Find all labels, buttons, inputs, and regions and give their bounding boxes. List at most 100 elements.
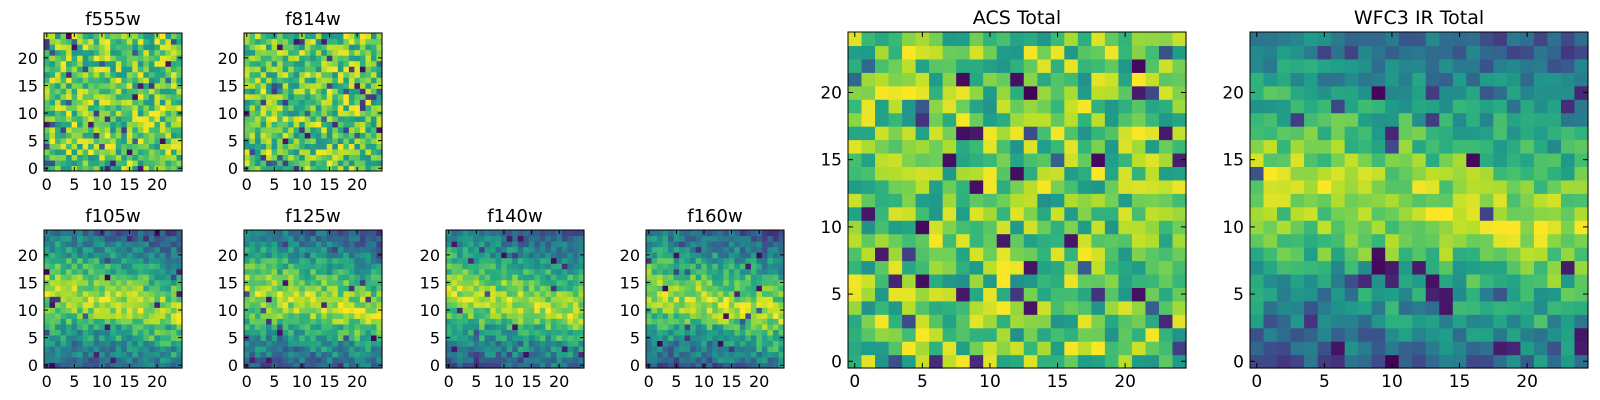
heatmap-cell: [734, 241, 741, 248]
heatmap-cell: [277, 362, 284, 369]
heatmap-cell: [321, 274, 328, 281]
heatmap-cell: [376, 246, 383, 253]
heatmap-cell: [288, 307, 295, 314]
heatmap-cell: [49, 159, 56, 167]
y-tick-label: 10: [620, 301, 640, 320]
heatmap-cell: [679, 274, 686, 281]
heatmap-cell: [690, 268, 697, 275]
heatmap-cell: [143, 132, 150, 139]
heatmap-cell: [495, 340, 502, 347]
heatmap-cell: [1064, 233, 1079, 248]
heatmap-cell: [1520, 220, 1535, 235]
heatmap-cell: [44, 88, 51, 95]
heatmap-cell: [1172, 287, 1187, 302]
heatmap-cell: [902, 32, 917, 47]
heatmap-cell: [282, 71, 289, 78]
heatmap-cell: [556, 241, 563, 248]
heatmap-cell: [473, 257, 480, 264]
heatmap-cell: [772, 296, 780, 303]
heatmap-cell: [668, 334, 675, 341]
heatmap-cell: [942, 166, 957, 181]
heatmap-cell: [126, 99, 133, 106]
heatmap-cell: [93, 71, 100, 78]
heatmap-cell: [249, 263, 256, 270]
heatmap-cell: [337, 121, 344, 128]
heatmap-cell: [121, 77, 128, 84]
heatmap-cell: [902, 166, 917, 181]
heatmap-cell: [734, 252, 741, 259]
heatmap-cell: [271, 38, 278, 45]
heatmap-cell: [561, 285, 569, 292]
heatmap-cell: [154, 257, 161, 264]
heatmap-cell: [165, 71, 172, 78]
heatmap-cell: [165, 88, 172, 95]
heatmap-cell: [71, 279, 78, 286]
heatmap-cell: [365, 82, 372, 89]
heatmap-cell: [1263, 314, 1278, 329]
heatmap-cell: [332, 356, 339, 364]
heatmap-cell: [60, 77, 67, 84]
heatmap-cell: [255, 246, 262, 253]
heatmap-cell: [137, 49, 144, 56]
heatmap-cell: [929, 85, 944, 100]
heatmap-cell: [1493, 233, 1508, 248]
heatmap-cell: [1439, 233, 1454, 248]
heatmap-cell: [556, 318, 563, 325]
heatmap-cell: [154, 301, 161, 308]
heatmap-cell: [365, 301, 372, 308]
heatmap-cell: [165, 148, 172, 156]
heatmap-cell: [176, 318, 183, 325]
heatmap-cell: [468, 329, 475, 336]
heatmap-cell: [861, 99, 876, 114]
heatmap-cell: [1104, 247, 1119, 262]
heatmap-cell: [761, 340, 769, 347]
heatmap-cell: [673, 323, 680, 330]
heatmap-cell: [1131, 152, 1147, 167]
heatmap-cell: [684, 301, 691, 308]
heatmap-cell: [332, 329, 339, 336]
heatmap-cell: [104, 132, 111, 139]
heatmap-cell: [915, 166, 930, 181]
heatmap-cell: [983, 206, 998, 221]
heatmap-cell: [266, 165, 273, 172]
heatmap-cell: [159, 137, 167, 144]
heatmap-cell: [99, 121, 106, 128]
heatmap-cell: [315, 77, 322, 84]
heatmap-cell: [1398, 287, 1413, 302]
heatmap-cell: [1277, 193, 1292, 208]
heatmap-cell: [132, 88, 139, 95]
heatmap-cell: [343, 121, 350, 128]
heatmap-cell: [359, 82, 367, 89]
heatmap-cell: [110, 148, 117, 156]
heatmap-cell: [902, 287, 917, 302]
heatmap-cell: [996, 341, 1011, 356]
heatmap-cell: [484, 318, 491, 325]
heatmap-cell: [110, 33, 117, 40]
heatmap-cell: [728, 323, 735, 330]
heatmap-cell: [745, 252, 752, 259]
heatmap-cell: [271, 274, 278, 281]
heatmap-cell: [506, 318, 513, 325]
heatmap-cell: [750, 334, 757, 341]
heatmap-cell: [534, 356, 541, 364]
heatmap-cell: [861, 220, 876, 235]
heatmap-cell: [115, 274, 122, 281]
heatmap-cell: [506, 296, 513, 303]
heatmap-cell: [255, 235, 262, 242]
heatmap-cell: [646, 274, 653, 281]
heatmap-cell: [750, 290, 757, 297]
heatmap-cell: [717, 296, 724, 303]
heatmap-cell: [310, 296, 317, 303]
heatmap-cell: [1425, 193, 1440, 208]
heatmap-cell: [956, 99, 971, 114]
heatmap-cell: [778, 301, 785, 308]
heatmap-cell: [888, 99, 903, 114]
heatmap-cell: [176, 143, 183, 150]
heatmap-cell: [451, 312, 458, 319]
heatmap-cell: [66, 334, 73, 341]
heatmap-cell: [104, 329, 111, 336]
heatmap-cell: [761, 268, 769, 275]
heatmap-cell: [348, 351, 355, 358]
heatmap-cell: [734, 285, 741, 292]
heatmap-cell: [365, 33, 372, 40]
